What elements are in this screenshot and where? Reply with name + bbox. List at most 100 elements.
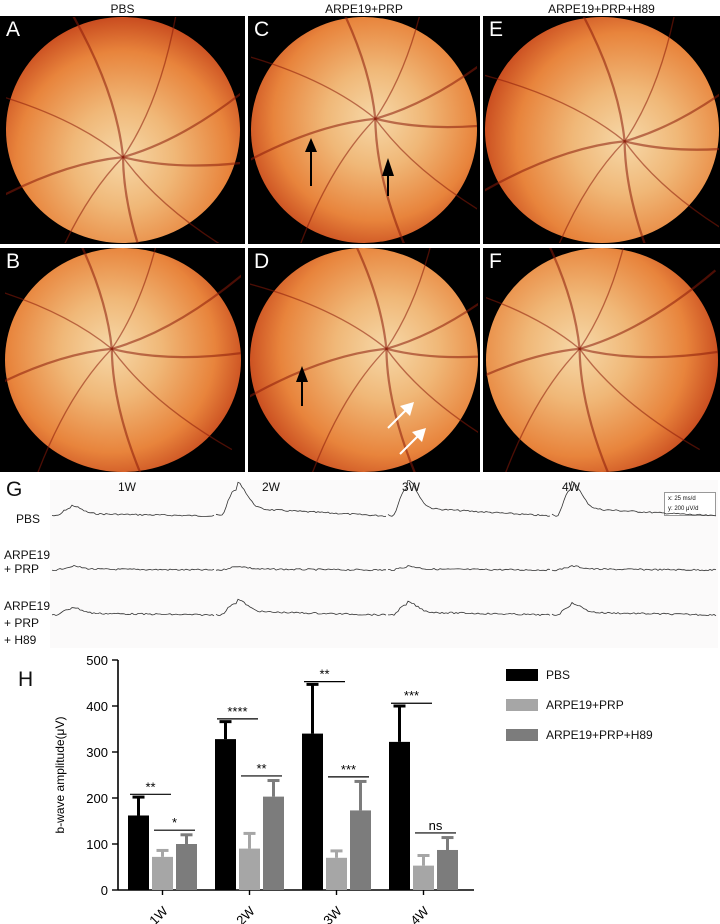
fundus-image (250, 248, 478, 472)
vessel (375, 117, 477, 129)
erg-trace (215, 598, 387, 616)
fundus-panel-f: F (483, 248, 720, 472)
vessel (110, 248, 156, 350)
vessel (485, 296, 580, 350)
column-title-arpe19-prp-h89: ARPE19+PRP+H89 (548, 2, 655, 16)
vessel (385, 248, 431, 350)
retinal-vessels (484, 17, 719, 243)
vessel (121, 17, 176, 158)
panel-letter: D (254, 250, 270, 273)
vessel (63, 156, 123, 243)
vessel (578, 248, 624, 350)
erg-trace (387, 565, 551, 572)
erg-trace (215, 566, 387, 572)
significance-label: * (172, 815, 177, 830)
bar-chart: 0 100 200 300 400 500 b-wave amplitude(μV) 1W 2W… (53, 653, 474, 924)
fundus-panel-a: A (0, 16, 245, 244)
vessel (385, 348, 478, 433)
panel-letter-g: G (6, 478, 23, 501)
retinal-vessels (485, 248, 718, 472)
vessel (484, 140, 625, 192)
y-tick-label: 100 (86, 837, 108, 852)
bar (302, 733, 323, 890)
legend-swatch (506, 729, 538, 741)
arrow-overlay (296, 366, 426, 455)
vessel (71, 17, 124, 158)
legend-item-arpe19-prp: ARPE19+PRP (506, 698, 624, 712)
x-tick-label: 4W (407, 903, 432, 924)
erg-trace (551, 565, 717, 572)
vessel (374, 65, 477, 120)
legend-swatch (506, 669, 538, 681)
significance-label: ** (145, 779, 155, 794)
vessel (5, 97, 123, 158)
bar (176, 844, 197, 890)
vessel (623, 140, 719, 151)
x-tick-label: 1W (146, 903, 171, 924)
panel-letter: A (6, 18, 21, 41)
erg-trace (551, 601, 717, 617)
fundus-panel-d: D (248, 248, 480, 472)
erg-scale-y: y: 200 μV/d (668, 506, 699, 512)
bar (389, 741, 410, 890)
vessel (300, 118, 376, 243)
vessel (485, 347, 580, 377)
vessel (251, 117, 376, 161)
black-arrow-icon (305, 138, 317, 186)
legend-item-pbs: PBS (506, 668, 570, 682)
vessel (558, 140, 625, 243)
bar (437, 849, 458, 890)
black-arrow-icon (296, 366, 308, 406)
vessel (110, 348, 141, 472)
bar (413, 865, 434, 890)
vessel (582, 17, 626, 142)
fundus-panel-e: E (483, 16, 720, 244)
panel-letter: C (254, 18, 270, 41)
y-tick-label: 0 (101, 883, 108, 898)
white-arrow-icon (399, 428, 426, 455)
vessel (5, 155, 123, 196)
vessel (121, 156, 219, 243)
erg-traces (51, 480, 717, 617)
retinal-vessels (5, 17, 240, 243)
erg-trace (551, 480, 717, 517)
erg-trace (51, 564, 215, 571)
vessel (484, 74, 625, 142)
erg-row-label-arpe19-prp-h89: ARPE19 + PRP + H89 (4, 599, 51, 647)
y-tick-label: 500 (86, 653, 108, 668)
y-tick-label: 200 (86, 791, 108, 806)
vessel (110, 274, 241, 350)
vessel (122, 156, 240, 167)
white-arrow-icon (387, 402, 414, 429)
vessel (578, 348, 700, 451)
panel-letter: F (489, 250, 502, 273)
vessel (386, 347, 478, 359)
erg-week-label: 2W (262, 480, 280, 494)
erg-trace (387, 480, 551, 517)
vessel (374, 118, 405, 243)
vessel (36, 348, 112, 472)
vessel (578, 347, 718, 359)
y-tick-label: 300 (86, 745, 108, 760)
erg-trace (51, 504, 215, 517)
erg-scale-box: x: 25 ms/d y: 200 μV/d (664, 492, 716, 516)
vessel (355, 248, 388, 349)
y-axis-label: b-wave amplitude(μV) (53, 717, 67, 834)
retinal-vessels (4, 248, 241, 472)
x-tick-label: 2W (233, 903, 258, 924)
fundus-panel-c: C (248, 16, 480, 244)
bar (326, 857, 347, 890)
panel-letter: E (489, 18, 504, 41)
vessel (111, 347, 241, 359)
fundus-image (484, 17, 719, 243)
fundus-image (251, 17, 477, 243)
significance-label: ** (319, 667, 329, 682)
y-tick-label: 400 (86, 699, 108, 714)
vessel (578, 269, 716, 350)
vessel (504, 348, 580, 472)
bar (128, 815, 149, 890)
vessel (4, 347, 112, 383)
significance-label: **** (227, 704, 247, 719)
erg-trace (51, 607, 215, 617)
bar (239, 848, 260, 890)
